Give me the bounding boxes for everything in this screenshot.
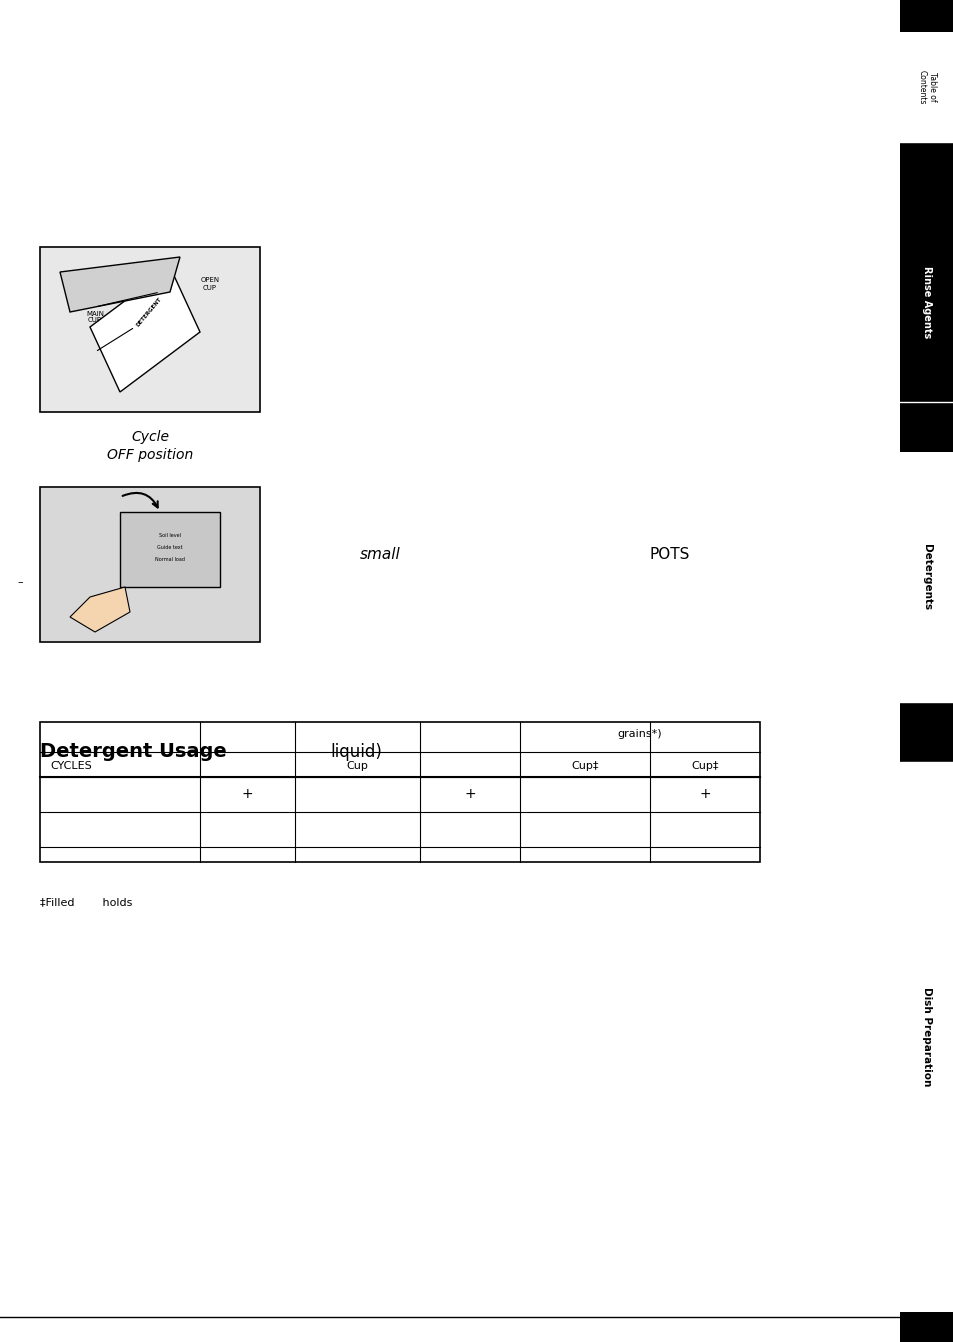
Text: grains*): grains*) bbox=[617, 729, 661, 739]
Text: Table of
Contents: Table of Contents bbox=[917, 70, 936, 105]
Text: liquid): liquid) bbox=[330, 743, 381, 761]
Bar bbox=[40, 722, 760, 862]
Text: Dish Preparation: Dish Preparation bbox=[921, 988, 931, 1087]
Text: +: + bbox=[241, 786, 253, 801]
Text: +: + bbox=[464, 786, 476, 801]
Bar bbox=[899, 32, 953, 142]
Polygon shape bbox=[90, 267, 200, 392]
Text: Cup‡: Cup‡ bbox=[691, 761, 718, 772]
Text: OPEN
CUP: OPEN CUP bbox=[200, 278, 219, 290]
Text: Detergent Usage: Detergent Usage bbox=[40, 742, 227, 761]
Text: Detergents: Detergents bbox=[921, 544, 931, 611]
Text: –: – bbox=[17, 577, 23, 586]
Text: Soil level: Soil level bbox=[159, 533, 181, 538]
Text: ‡Filled        holds: ‡Filled holds bbox=[40, 896, 132, 907]
Text: OFF position: OFF position bbox=[107, 448, 193, 462]
Bar bbox=[899, 0, 953, 1342]
Text: DETERGENT: DETERGENT bbox=[135, 297, 162, 327]
Bar bbox=[41, 248, 258, 411]
Text: POTS: POTS bbox=[649, 548, 690, 562]
Bar bbox=[899, 762, 953, 1312]
Polygon shape bbox=[60, 258, 180, 311]
Text: Normal load: Normal load bbox=[154, 557, 185, 562]
Text: +: + bbox=[699, 786, 710, 801]
Text: Guide text: Guide text bbox=[157, 545, 183, 550]
Bar bbox=[40, 247, 260, 412]
Text: small: small bbox=[359, 548, 400, 562]
Bar bbox=[41, 488, 258, 641]
Text: CYCLES: CYCLES bbox=[50, 761, 91, 772]
Text: Cup: Cup bbox=[346, 761, 368, 772]
Bar bbox=[899, 452, 953, 702]
Text: MAIN
CUP: MAIN CUP bbox=[86, 310, 104, 323]
Text: Cycle: Cycle bbox=[131, 429, 169, 444]
Text: Rinse Agents: Rinse Agents bbox=[921, 266, 931, 338]
Bar bbox=[40, 487, 260, 641]
Bar bbox=[120, 513, 220, 586]
Polygon shape bbox=[70, 586, 130, 632]
Text: Cup‡: Cup‡ bbox=[571, 761, 598, 772]
